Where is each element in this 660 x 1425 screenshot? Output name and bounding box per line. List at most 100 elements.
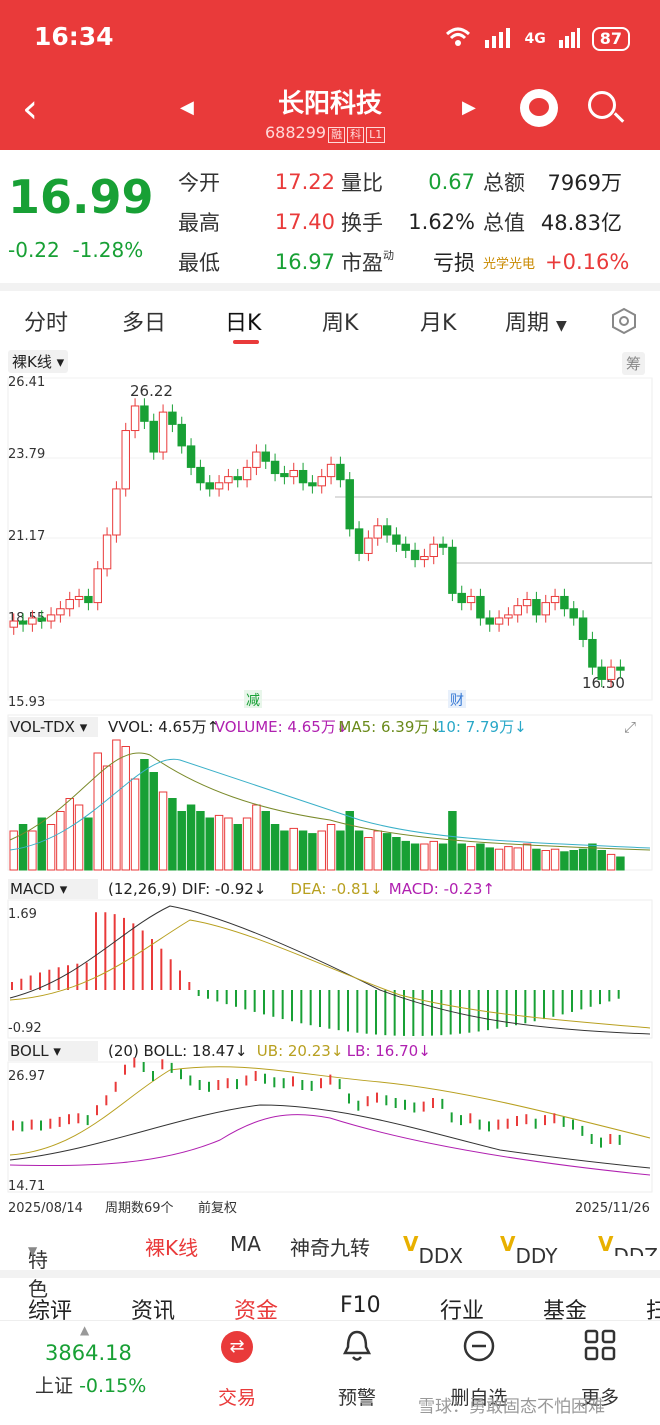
tab-monthly-k[interactable]: 月K — [420, 311, 457, 336]
indicator-pill — [8, 717, 98, 737]
dea-line — [9, 919, 651, 1029]
nav-remove-watchlist[interactable]: 删自选 — [450, 1387, 508, 1409]
volume-bar — [177, 811, 186, 871]
volume-bar — [93, 752, 102, 871]
volume-bar — [457, 843, 466, 871]
indicator-value: UB: 20.23↓ — [257, 1042, 344, 1060]
volume-bar — [261, 811, 270, 871]
boll-panel-frame — [7, 1061, 653, 1193]
volume-bar — [74, 804, 84, 871]
volume-bar — [336, 830, 345, 871]
volume-bar — [28, 830, 37, 871]
info-tabs: 综评 资讯 资金 F10 行业 基金 扫 — [0, 1275, 660, 1324]
more-grid-icon[interactable] — [584, 1329, 616, 1361]
y-tick-label: 26.41 — [8, 375, 45, 390]
candle-body — [289, 469, 298, 478]
remove-watchlist-icon[interactable] — [462, 1329, 496, 1363]
volume-bar — [410, 843, 420, 871]
indicator-value: LB: 16.70↓ — [347, 1042, 431, 1060]
tab-weekly-k[interactable]: 周K — [322, 311, 359, 336]
volume-bar — [224, 817, 233, 871]
wifi-icon — [445, 26, 471, 52]
volume-bar — [140, 759, 149, 871]
indicator-ddx[interactable]: V DDX — [403, 1232, 463, 1268]
volume-bar — [616, 856, 625, 871]
candle-body — [308, 482, 317, 487]
active-tab-indicator — [233, 340, 259, 344]
axis-end-date: 2025/11/26 — [575, 1201, 650, 1216]
candle-body — [336, 463, 345, 481]
volume-bar — [317, 830, 326, 871]
settings-hex-icon[interactable] — [610, 307, 638, 335]
candle-body — [382, 525, 392, 536]
dif-line — [9, 905, 651, 1035]
index-info[interactable]: 上证 -0.15% — [35, 1375, 147, 1397]
bell-icon[interactable] — [342, 1329, 372, 1363]
tab-industry[interactable]: 行业 — [440, 1299, 485, 1324]
volume-bar — [476, 843, 485, 871]
indicator-name: VOL-TDX ▾ — [10, 718, 88, 736]
caret-up-icon: ▲ — [80, 1323, 90, 1337]
indicator-ddz[interactable]: V DDZ — [598, 1232, 658, 1256]
event-mark: 财 — [450, 693, 464, 709]
index-value[interactable]: 3864.18 — [45, 1341, 132, 1365]
candle-body — [326, 463, 336, 478]
candle-body — [46, 614, 56, 622]
candle-body — [168, 411, 177, 425]
trade-icon[interactable]: ⇄ — [221, 1331, 253, 1363]
assistant-icon[interactable] — [520, 89, 558, 127]
candle-body — [112, 488, 121, 536]
candle-body — [317, 476, 326, 487]
nav-trade[interactable]: 交易 — [217, 1387, 256, 1409]
indicator-ddy[interactable]: V DDY — [500, 1232, 558, 1268]
ma10-line — [9, 758, 651, 851]
volume-bar — [130, 778, 140, 871]
y-tick-label: 21.17 — [8, 529, 45, 544]
candle-body — [550, 595, 560, 604]
tab-news[interactable]: 资讯 — [131, 1299, 176, 1324]
tab-period[interactable]: 周期 ▼ — [505, 311, 567, 336]
tab-capital[interactable]: 资金 — [234, 1299, 279, 1324]
tab-intraday[interactable]: 分时 — [24, 311, 69, 336]
tab-fund[interactable]: 基金 — [543, 1299, 588, 1324]
quote-row: 最低 16.97 市盈动 亏损 光学光电 +0.16% — [178, 249, 630, 275]
candle-body — [205, 482, 214, 490]
volume-bar — [373, 830, 382, 871]
prev-stock-button[interactable]: ◀ — [180, 97, 194, 118]
tab-multiday[interactable]: 多日 — [122, 311, 167, 336]
volume-bar — [46, 824, 56, 871]
candle-body — [588, 638, 597, 668]
volume-bar — [37, 817, 46, 871]
chart-mode-dropdown[interactable]: 裸K线 ▾ — [8, 350, 69, 373]
volume-bar — [438, 843, 448, 871]
volume-bar — [382, 833, 392, 871]
candle-body — [196, 466, 205, 484]
sector-name[interactable]: 光学光电 — [483, 256, 536, 272]
indicator-ma[interactable]: MA — [230, 1232, 261, 1256]
candle-body — [37, 617, 46, 622]
volume-bar — [196, 811, 205, 871]
volume-bar — [466, 846, 476, 871]
volume-bar — [354, 830, 364, 871]
next-stock-button[interactable]: ▶ — [462, 97, 476, 118]
signal-icon-2 — [558, 26, 580, 52]
tab-more-cut[interactable]: 扫 — [646, 1299, 660, 1324]
tab-f10[interactable]: F10 — [340, 1293, 381, 1318]
tab-overview[interactable]: 综评 — [28, 1299, 73, 1324]
tab-daily-k[interactable]: 日K — [225, 311, 262, 336]
volume-bar — [401, 840, 410, 871]
high-label: 26.22 — [130, 382, 173, 400]
candle-body — [606, 666, 616, 680]
volume-bar — [168, 798, 177, 871]
axis-adjust: 前复权 — [198, 1200, 237, 1216]
indicator-nine-turns[interactable]: 神奇九转 — [290, 1236, 370, 1260]
candle-body — [401, 543, 410, 551]
search-icon[interactable] — [588, 91, 616, 119]
candle-body — [28, 617, 37, 625]
indicator-naked-k[interactable]: 裸K线 — [145, 1236, 199, 1260]
nav-more[interactable]: 更多 — [580, 1387, 619, 1409]
kline-chart[interactable]: 26.4123.7921.1718.5515.9326.2216.50减财56.… — [0, 370, 660, 1240]
chip-distribution-button[interactable]: 筹 — [622, 352, 646, 375]
back-button[interactable]: ‹ — [22, 86, 38, 132]
nav-alert[interactable]: 预警 — [337, 1387, 376, 1409]
